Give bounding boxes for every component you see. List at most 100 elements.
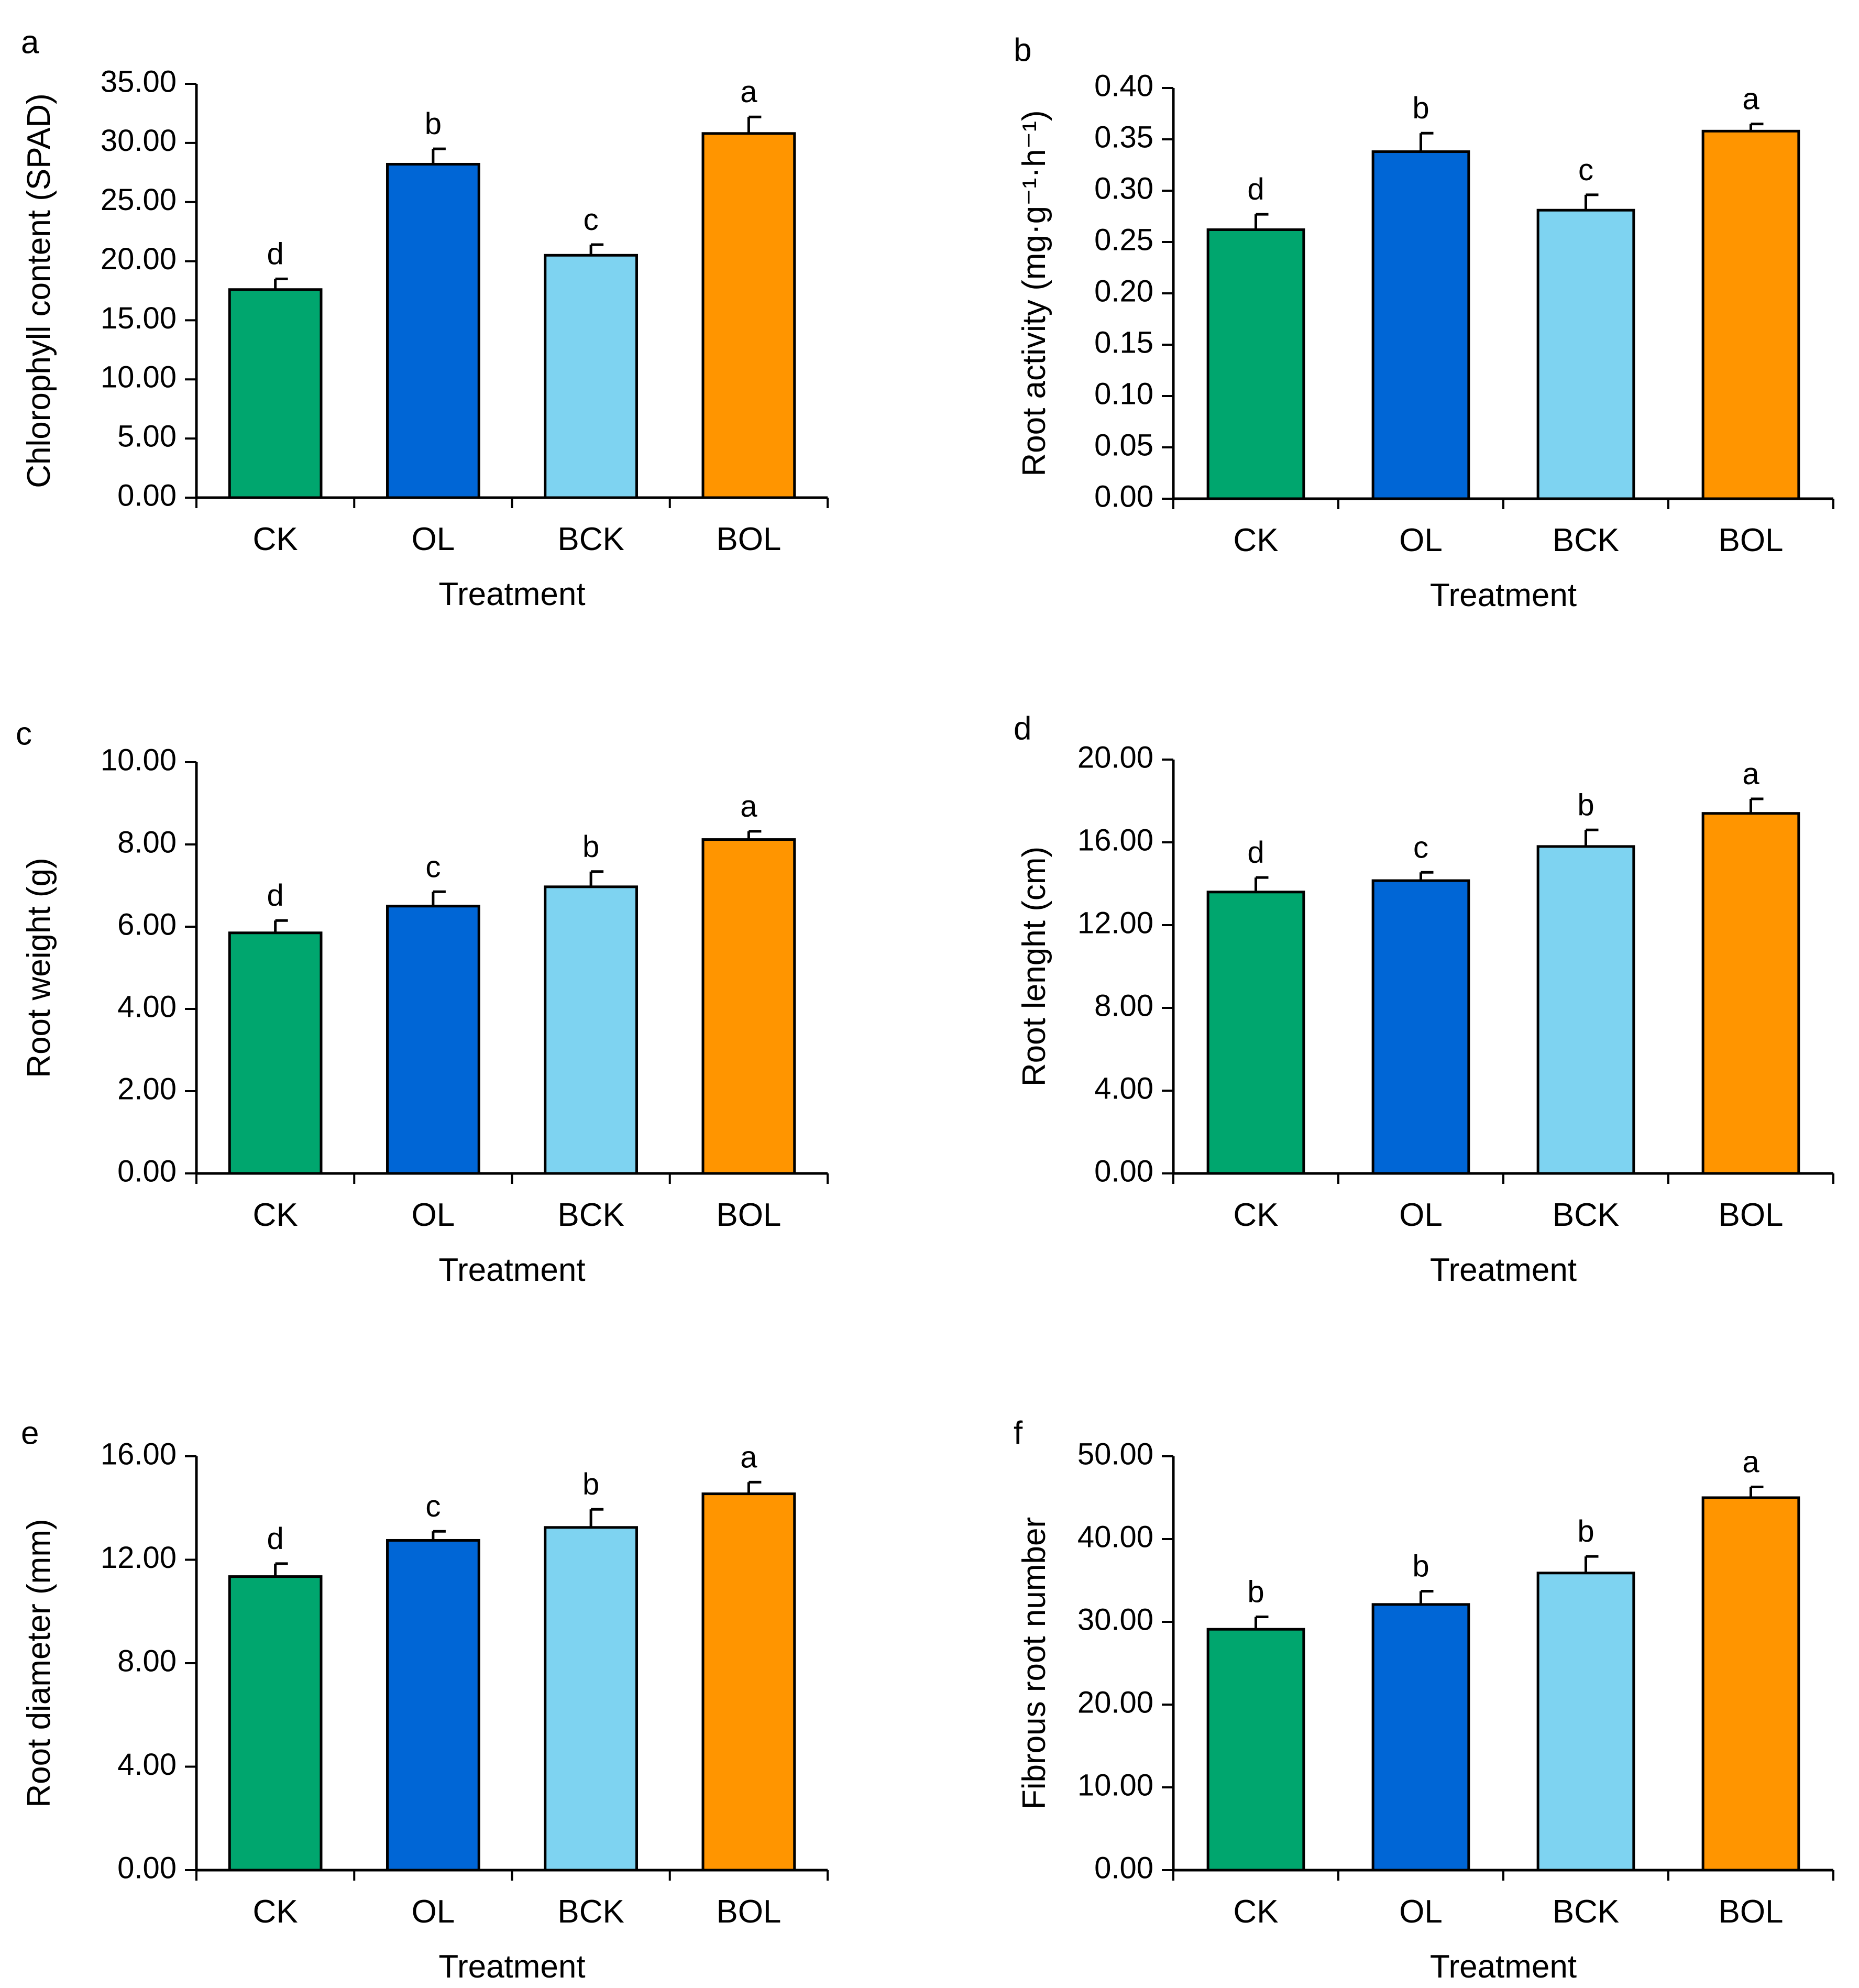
panel-letter: a [21, 24, 39, 60]
bar-ck [1206, 228, 1305, 500]
significance-letter: a [740, 789, 757, 823]
y-axis-title: Root weight (g) [21, 858, 57, 1078]
chart-panel-d: d 0.00 4.00 8.00 12.00 16.00 20.00 d CK c OL b BCK a B… [1014, 710, 1834, 1288]
x-category-label: OL [412, 1197, 455, 1233]
x-category-label: BCK [557, 521, 624, 557]
bar-bol [701, 132, 796, 499]
y-tick-label: 12.00 [101, 1541, 177, 1575]
x-category-label: BCK [1553, 1894, 1619, 1930]
x-category-label: BOL [716, 521, 781, 557]
significance-letter: b [1412, 1550, 1429, 1584]
significance-letter: d [1247, 172, 1264, 206]
bar-bol [1701, 1496, 1800, 1872]
bar-ck [228, 1575, 323, 1872]
significance-letter: d [267, 1522, 283, 1556]
bar-bck [1536, 208, 1635, 500]
y-tick-label: 16.00 [1077, 823, 1153, 857]
bar-ol [386, 162, 480, 499]
significance-letter: a [1742, 82, 1759, 116]
x-category-label: BOL [1718, 1197, 1783, 1233]
significance-letter: a [1742, 757, 1759, 791]
bar-ol [1371, 1603, 1470, 1872]
y-axis-title: Fibrous root number [1016, 1517, 1052, 1809]
chart-panel-f: f 0.00 10.00 20.00 30.00 40.00 50.00 b CK b OL b BCK… [1014, 1415, 1834, 1985]
significance-letter: b [1247, 1575, 1264, 1609]
y-tick-label: 40.00 [1077, 1520, 1153, 1554]
x-axis-title: Treatment [438, 1252, 585, 1288]
x-category-label: BOL [716, 1894, 781, 1930]
y-tick-label: 10.00 [101, 360, 177, 394]
x-axis-title: Treatment [438, 1949, 585, 1985]
y-axis-title: Root activity (mg·g⁻¹·h⁻¹) [1016, 110, 1052, 476]
significance-letter: b [582, 1467, 599, 1501]
x-category-label: BOL [1718, 1894, 1783, 1930]
bar-bol [1701, 129, 1800, 500]
x-category-label: BOL [716, 1197, 781, 1233]
x-category-label: BCK [557, 1894, 624, 1930]
y-tick-label: 0.20 [1094, 274, 1153, 308]
chart-panel-b: b 0.00 0.05 0.10 0.15 0.20 0.25 0.30 0.35 0.40 d CK… [1014, 32, 1834, 613]
significance-letter: a [1742, 1445, 1759, 1479]
significance-letter: d [1247, 836, 1264, 870]
bar-bol [1701, 812, 1800, 1175]
y-tick-label: 25.00 [101, 183, 177, 217]
significance-letter: d [267, 237, 283, 271]
x-axis-title: Treatment [1430, 1949, 1577, 1985]
significance-letter: b [1577, 788, 1594, 822]
bar-bck [1536, 845, 1635, 1175]
significance-letter: a [740, 75, 757, 109]
bar-ol [1371, 879, 1470, 1175]
y-tick-label: 8.00 [117, 825, 177, 859]
bar-ol [386, 905, 480, 1175]
y-tick-label: 0.30 [1094, 171, 1153, 205]
x-category-label: CK [1233, 1197, 1278, 1233]
x-category-label: OL [1399, 522, 1443, 558]
significance-letter: c [425, 850, 441, 884]
bar-ck [228, 288, 323, 499]
panel-letter: e [21, 1415, 39, 1451]
x-category-label: BCK [1553, 1197, 1619, 1233]
y-tick-label: 30.00 [1077, 1602, 1153, 1636]
y-tick-label: 0.25 [1094, 223, 1153, 257]
x-category-label: BCK [557, 1197, 624, 1233]
y-tick-label: 5.00 [117, 419, 177, 453]
x-category-label: CK [1233, 1894, 1278, 1930]
bar-bck [544, 1526, 638, 1872]
y-tick-label: 0.00 [117, 1851, 177, 1885]
y-tick-label: 0.00 [117, 478, 177, 512]
y-tick-label: 2.00 [117, 1072, 177, 1106]
panel-letter: f [1014, 1415, 1023, 1451]
y-axis-title: Root lenght (cm) [1016, 847, 1052, 1086]
y-tick-label: 4.00 [117, 990, 177, 1024]
significance-letter: b [582, 830, 599, 864]
panel-letter: b [1014, 32, 1031, 68]
y-tick-label: 15.00 [101, 301, 177, 335]
panel-letter: c [16, 716, 32, 752]
x-category-label: OL [1399, 1894, 1443, 1930]
y-axis-title: Root diameter (mm) [21, 1519, 57, 1807]
x-category-label: CK [253, 521, 298, 557]
x-axis-title: Treatment [1430, 1252, 1577, 1288]
significance-letter: b [425, 107, 442, 141]
chart-panel-e: e 0.00 4.00 8.00 12.00 16.00 d CK c OL b BCK a BOL Tre… [21, 1415, 829, 1985]
bar-bck [1536, 1572, 1635, 1872]
y-tick-label: 0.00 [1094, 1154, 1153, 1188]
x-axis-title: Treatment [438, 576, 585, 612]
bar-ck [1206, 1628, 1305, 1872]
bar-bck [544, 885, 638, 1175]
x-category-label: CK [1233, 522, 1278, 558]
x-category-label: BOL [1718, 522, 1783, 558]
significance-letter: b [1412, 91, 1429, 125]
y-tick-label: 20.00 [1077, 1685, 1153, 1719]
bar-bol [701, 838, 796, 1175]
y-tick-label: 0.00 [1094, 479, 1153, 513]
y-tick-label: 20.00 [101, 242, 177, 276]
significance-letter: c [1578, 153, 1593, 187]
x-category-label: OL [1399, 1197, 1443, 1233]
significance-letter: c [1413, 830, 1428, 864]
significance-letter: c [425, 1489, 441, 1523]
x-category-label: CK [253, 1197, 298, 1233]
y-axis-title: Chlorophyll content (SPAD) [21, 93, 57, 488]
y-tick-label: 0.00 [117, 1154, 177, 1188]
y-tick-label: 0.35 [1094, 120, 1153, 154]
